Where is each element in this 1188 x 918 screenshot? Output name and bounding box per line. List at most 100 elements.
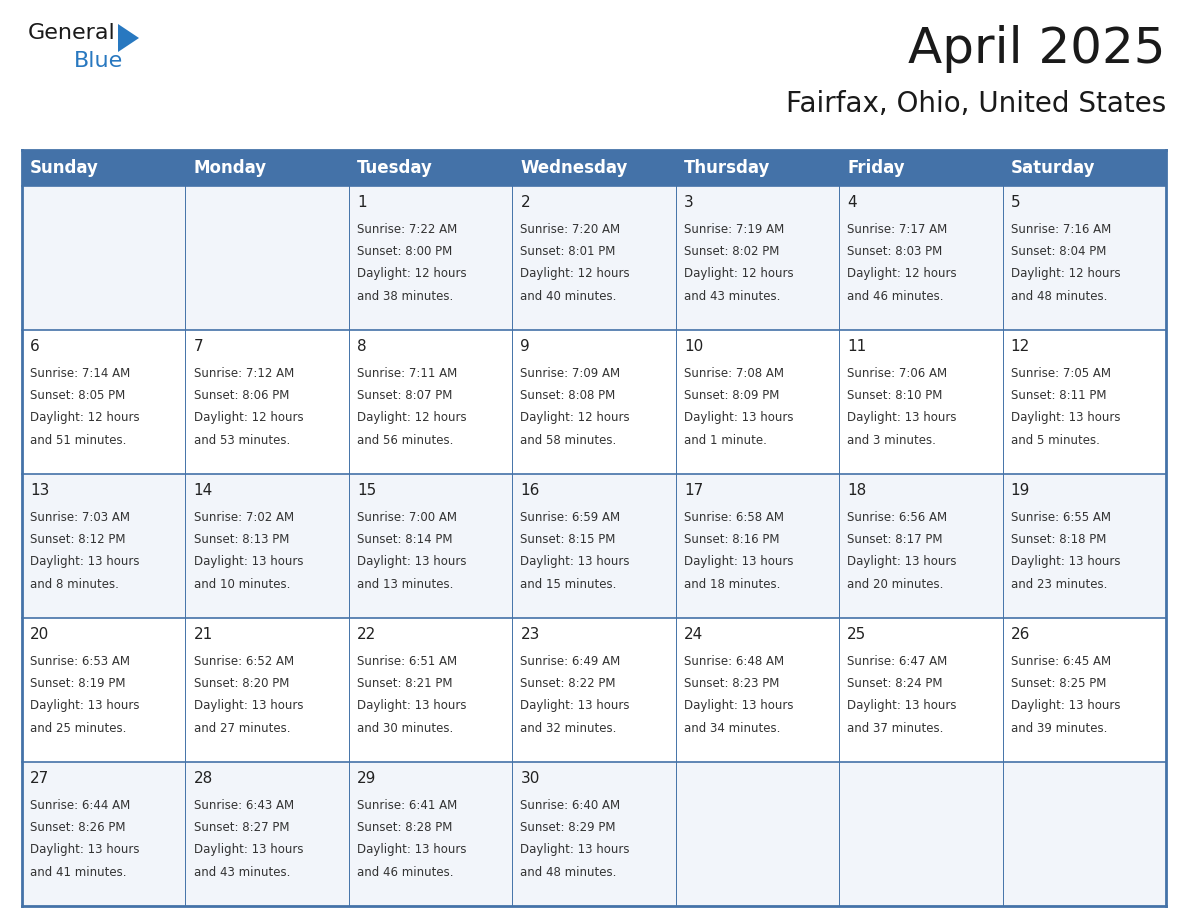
Text: Blue: Blue — [74, 51, 124, 71]
Text: Daylight: 13 hours: Daylight: 13 hours — [520, 555, 630, 568]
Text: Daylight: 12 hours: Daylight: 12 hours — [520, 267, 630, 280]
Text: 13: 13 — [30, 483, 50, 498]
Bar — [23, 186, 1165, 330]
Text: and 30 minutes.: and 30 minutes. — [358, 722, 454, 734]
Text: 26: 26 — [1011, 627, 1030, 642]
Bar — [839, 150, 1003, 186]
Bar — [349, 150, 512, 186]
Text: Sunrise: 6:49 AM: Sunrise: 6:49 AM — [520, 655, 620, 667]
Text: Daylight: 13 hours: Daylight: 13 hours — [847, 555, 956, 568]
Text: Daylight: 12 hours: Daylight: 12 hours — [684, 267, 794, 280]
Text: Sunrise: 7:02 AM: Sunrise: 7:02 AM — [194, 510, 293, 524]
Bar — [23, 474, 1165, 618]
Text: and 56 minutes.: and 56 minutes. — [358, 433, 454, 447]
Text: Fairfax, Ohio, United States: Fairfax, Ohio, United States — [785, 90, 1165, 118]
Text: and 32 minutes.: and 32 minutes. — [520, 722, 617, 734]
Text: Sunset: 8:21 PM: Sunset: 8:21 PM — [358, 677, 453, 690]
Text: Sunrise: 7:19 AM: Sunrise: 7:19 AM — [684, 223, 784, 236]
Text: Daylight: 12 hours: Daylight: 12 hours — [520, 411, 630, 424]
Bar — [23, 618, 1165, 762]
Text: Sunset: 8:04 PM: Sunset: 8:04 PM — [1011, 245, 1106, 258]
Text: Daylight: 12 hours: Daylight: 12 hours — [847, 267, 958, 280]
Text: Thursday: Thursday — [684, 159, 770, 177]
Text: Daylight: 13 hours: Daylight: 13 hours — [358, 555, 467, 568]
Text: and 15 minutes.: and 15 minutes. — [520, 577, 617, 590]
Text: Daylight: 13 hours: Daylight: 13 hours — [520, 700, 630, 712]
Text: Sunset: 8:28 PM: Sunset: 8:28 PM — [358, 821, 453, 834]
Text: and 8 minutes.: and 8 minutes. — [30, 577, 119, 590]
Text: Sunset: 8:07 PM: Sunset: 8:07 PM — [358, 389, 453, 402]
Text: and 34 minutes.: and 34 minutes. — [684, 722, 781, 734]
Text: Daylight: 12 hours: Daylight: 12 hours — [1011, 267, 1120, 280]
Text: Sunset: 8:00 PM: Sunset: 8:00 PM — [358, 245, 453, 258]
Text: and 53 minutes.: and 53 minutes. — [194, 433, 290, 447]
Text: and 5 minutes.: and 5 minutes. — [1011, 433, 1100, 447]
Text: Daylight: 13 hours: Daylight: 13 hours — [684, 700, 794, 712]
Text: Sunrise: 7:12 AM: Sunrise: 7:12 AM — [194, 366, 293, 380]
Text: Sunset: 8:15 PM: Sunset: 8:15 PM — [520, 533, 615, 546]
Text: Sunrise: 6:47 AM: Sunrise: 6:47 AM — [847, 655, 948, 667]
Text: Sunrise: 6:55 AM: Sunrise: 6:55 AM — [1011, 510, 1111, 524]
Text: Sunset: 8:01 PM: Sunset: 8:01 PM — [520, 245, 615, 258]
Text: Sunset: 8:03 PM: Sunset: 8:03 PM — [847, 245, 942, 258]
Text: Sunrise: 6:40 AM: Sunrise: 6:40 AM — [520, 799, 620, 812]
Text: Sunset: 8:11 PM: Sunset: 8:11 PM — [1011, 389, 1106, 402]
Text: Daylight: 13 hours: Daylight: 13 hours — [847, 700, 956, 712]
Bar — [23, 762, 1165, 906]
Text: and 38 minutes.: and 38 minutes. — [358, 290, 454, 303]
Text: Daylight: 13 hours: Daylight: 13 hours — [194, 555, 303, 568]
Bar — [512, 150, 676, 186]
Text: Sunrise: 6:48 AM: Sunrise: 6:48 AM — [684, 655, 784, 667]
Text: Sunset: 8:06 PM: Sunset: 8:06 PM — [194, 389, 289, 402]
Text: and 1 minute.: and 1 minute. — [684, 433, 766, 447]
Text: and 13 minutes.: and 13 minutes. — [358, 577, 454, 590]
Text: 22: 22 — [358, 627, 377, 642]
Text: Daylight: 13 hours: Daylight: 13 hours — [194, 700, 303, 712]
Text: and 40 minutes.: and 40 minutes. — [520, 290, 617, 303]
Text: Sunset: 8:05 PM: Sunset: 8:05 PM — [30, 389, 126, 402]
Text: Sunset: 8:02 PM: Sunset: 8:02 PM — [684, 245, 779, 258]
Text: Sunset: 8:24 PM: Sunset: 8:24 PM — [847, 677, 943, 690]
Text: 12: 12 — [1011, 339, 1030, 353]
Text: and 43 minutes.: and 43 minutes. — [194, 866, 290, 879]
Text: and 3 minutes.: and 3 minutes. — [847, 433, 936, 447]
Text: and 43 minutes.: and 43 minutes. — [684, 290, 781, 303]
Text: Daylight: 12 hours: Daylight: 12 hours — [358, 411, 467, 424]
Text: Sunrise: 6:44 AM: Sunrise: 6:44 AM — [30, 799, 131, 812]
Text: 29: 29 — [358, 770, 377, 786]
Text: Daylight: 12 hours: Daylight: 12 hours — [30, 411, 140, 424]
Text: Daylight: 13 hours: Daylight: 13 hours — [1011, 411, 1120, 424]
Text: Sunset: 8:26 PM: Sunset: 8:26 PM — [30, 821, 126, 834]
Text: 27: 27 — [30, 770, 50, 786]
Text: Daylight: 13 hours: Daylight: 13 hours — [194, 844, 303, 856]
Text: and 39 minutes.: and 39 minutes. — [1011, 722, 1107, 734]
Text: 14: 14 — [194, 483, 213, 498]
Text: Sunrise: 7:20 AM: Sunrise: 7:20 AM — [520, 223, 620, 236]
Text: Sunrise: 7:17 AM: Sunrise: 7:17 AM — [847, 223, 948, 236]
Text: and 25 minutes.: and 25 minutes. — [30, 722, 127, 734]
Text: Daylight: 13 hours: Daylight: 13 hours — [684, 411, 794, 424]
Text: Tuesday: Tuesday — [358, 159, 432, 177]
Text: 7: 7 — [194, 339, 203, 353]
Text: Sunrise: 6:41 AM: Sunrise: 6:41 AM — [358, 799, 457, 812]
Text: Sunset: 8:17 PM: Sunset: 8:17 PM — [847, 533, 943, 546]
Text: Daylight: 13 hours: Daylight: 13 hours — [847, 411, 956, 424]
Text: Sunrise: 7:16 AM: Sunrise: 7:16 AM — [1011, 223, 1111, 236]
Text: 10: 10 — [684, 339, 703, 353]
Text: Sunrise: 7:22 AM: Sunrise: 7:22 AM — [358, 223, 457, 236]
Text: Sunset: 8:29 PM: Sunset: 8:29 PM — [520, 821, 615, 834]
Text: and 20 minutes.: and 20 minutes. — [847, 577, 943, 590]
Text: Daylight: 13 hours: Daylight: 13 hours — [1011, 700, 1120, 712]
Text: Daylight: 13 hours: Daylight: 13 hours — [520, 844, 630, 856]
Text: Sunrise: 6:53 AM: Sunrise: 6:53 AM — [30, 655, 131, 667]
Text: 3: 3 — [684, 195, 694, 209]
Text: 4: 4 — [847, 195, 857, 209]
Text: 25: 25 — [847, 627, 866, 642]
Text: Daylight: 13 hours: Daylight: 13 hours — [30, 555, 140, 568]
Text: Sunset: 8:18 PM: Sunset: 8:18 PM — [1011, 533, 1106, 546]
Text: Sunset: 8:08 PM: Sunset: 8:08 PM — [520, 389, 615, 402]
Text: 18: 18 — [847, 483, 866, 498]
Text: Sunrise: 7:03 AM: Sunrise: 7:03 AM — [30, 510, 131, 524]
Text: Sunset: 8:19 PM: Sunset: 8:19 PM — [30, 677, 126, 690]
Text: Wednesday: Wednesday — [520, 159, 627, 177]
